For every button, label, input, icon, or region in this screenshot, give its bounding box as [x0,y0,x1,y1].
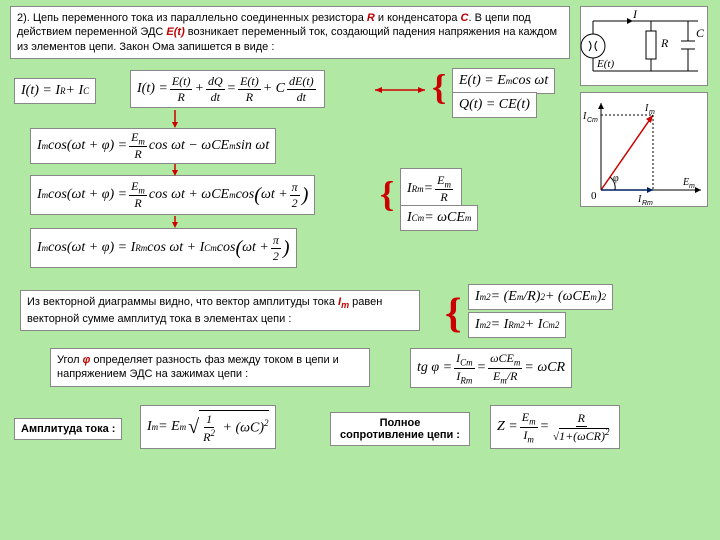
formula-Im2a: Im2 = (Em/R)2 + (ωCEm)2 [468,284,613,310]
brace-3: { [445,290,462,338]
phasor-diagram: ICm Im Em IRm φ 0 [580,92,708,207]
header-p1: 2). Цепь переменного тока из параллельно… [17,12,367,24]
svg-text:R: R [660,36,669,50]
formula-row4: Im cos(ωt + φ) = IRm cos ωt + ICm cos(ωt… [30,228,297,268]
svg-text:m: m [649,109,655,116]
header-R: R [367,12,375,24]
svg-text:C: C [696,26,705,40]
formula-Qt: Q(t) = CE(t) [452,92,537,118]
header-text: 2). Цепь переменного тока из параллельно… [10,6,570,59]
brace-1: { [432,66,446,108]
svg-text:Cm: Cm [587,117,598,124]
arrow-left [370,85,430,98]
circuit-diagram: I R C E(t) [580,6,708,86]
formula-row3: Im cos(ωt + φ) = EmR cos ωt + ωCEm cos(ω… [30,175,315,215]
header-Et: E(t) [166,26,184,38]
formula-Im2b: Im2 = IRm2 + ICm2 [468,312,566,338]
formula-row2: Im cos(ωt + φ) = EmR cos ωt − ωCEm sin ω… [30,128,276,164]
arrow-v2 [170,162,180,181]
formula-tgphi: tg φ = ICmIRm = ωCEmEm/R = ωCR [410,348,572,388]
formula-ICm: ICm = ωCEm [400,205,478,231]
arrow-v3 [170,214,180,233]
text-phase: Угол φ определяет разность фаз между ток… [50,348,370,387]
circuit-svg: I R C E(t) [583,9,707,85]
text-vector-sum: Из векторной диаграммы видно, что вектор… [20,290,420,331]
svg-text:m: m [689,183,695,190]
svg-text:E(t): E(t) [596,58,614,70]
formula-I-deriv: I(t) = E(t)R + dQdt = E(t)R + CdE(t)dt [130,70,325,108]
text-impedance: Полное сопротивление цепи : [330,412,470,446]
formula-Et: E(t) = Em cos ωt [452,68,555,94]
formula-Z: Z = EmIm = R√1+(ωCR)2 [490,405,620,449]
header-C: C [461,12,469,24]
svg-text:I: I [632,7,638,21]
svg-text:0: 0 [591,190,597,202]
svg-text:Rm: Rm [642,200,653,207]
text-amplitude: Амплитуда тока : [14,418,122,440]
brace-2: { [380,173,394,215]
formula-Im: Im = Em√1R2 + (ωC)2 [140,405,276,449]
arrow-v1 [170,108,180,133]
svg-text:φ: φ [613,173,619,184]
formula-I-sum: I(t) = IR + IC [14,78,96,104]
